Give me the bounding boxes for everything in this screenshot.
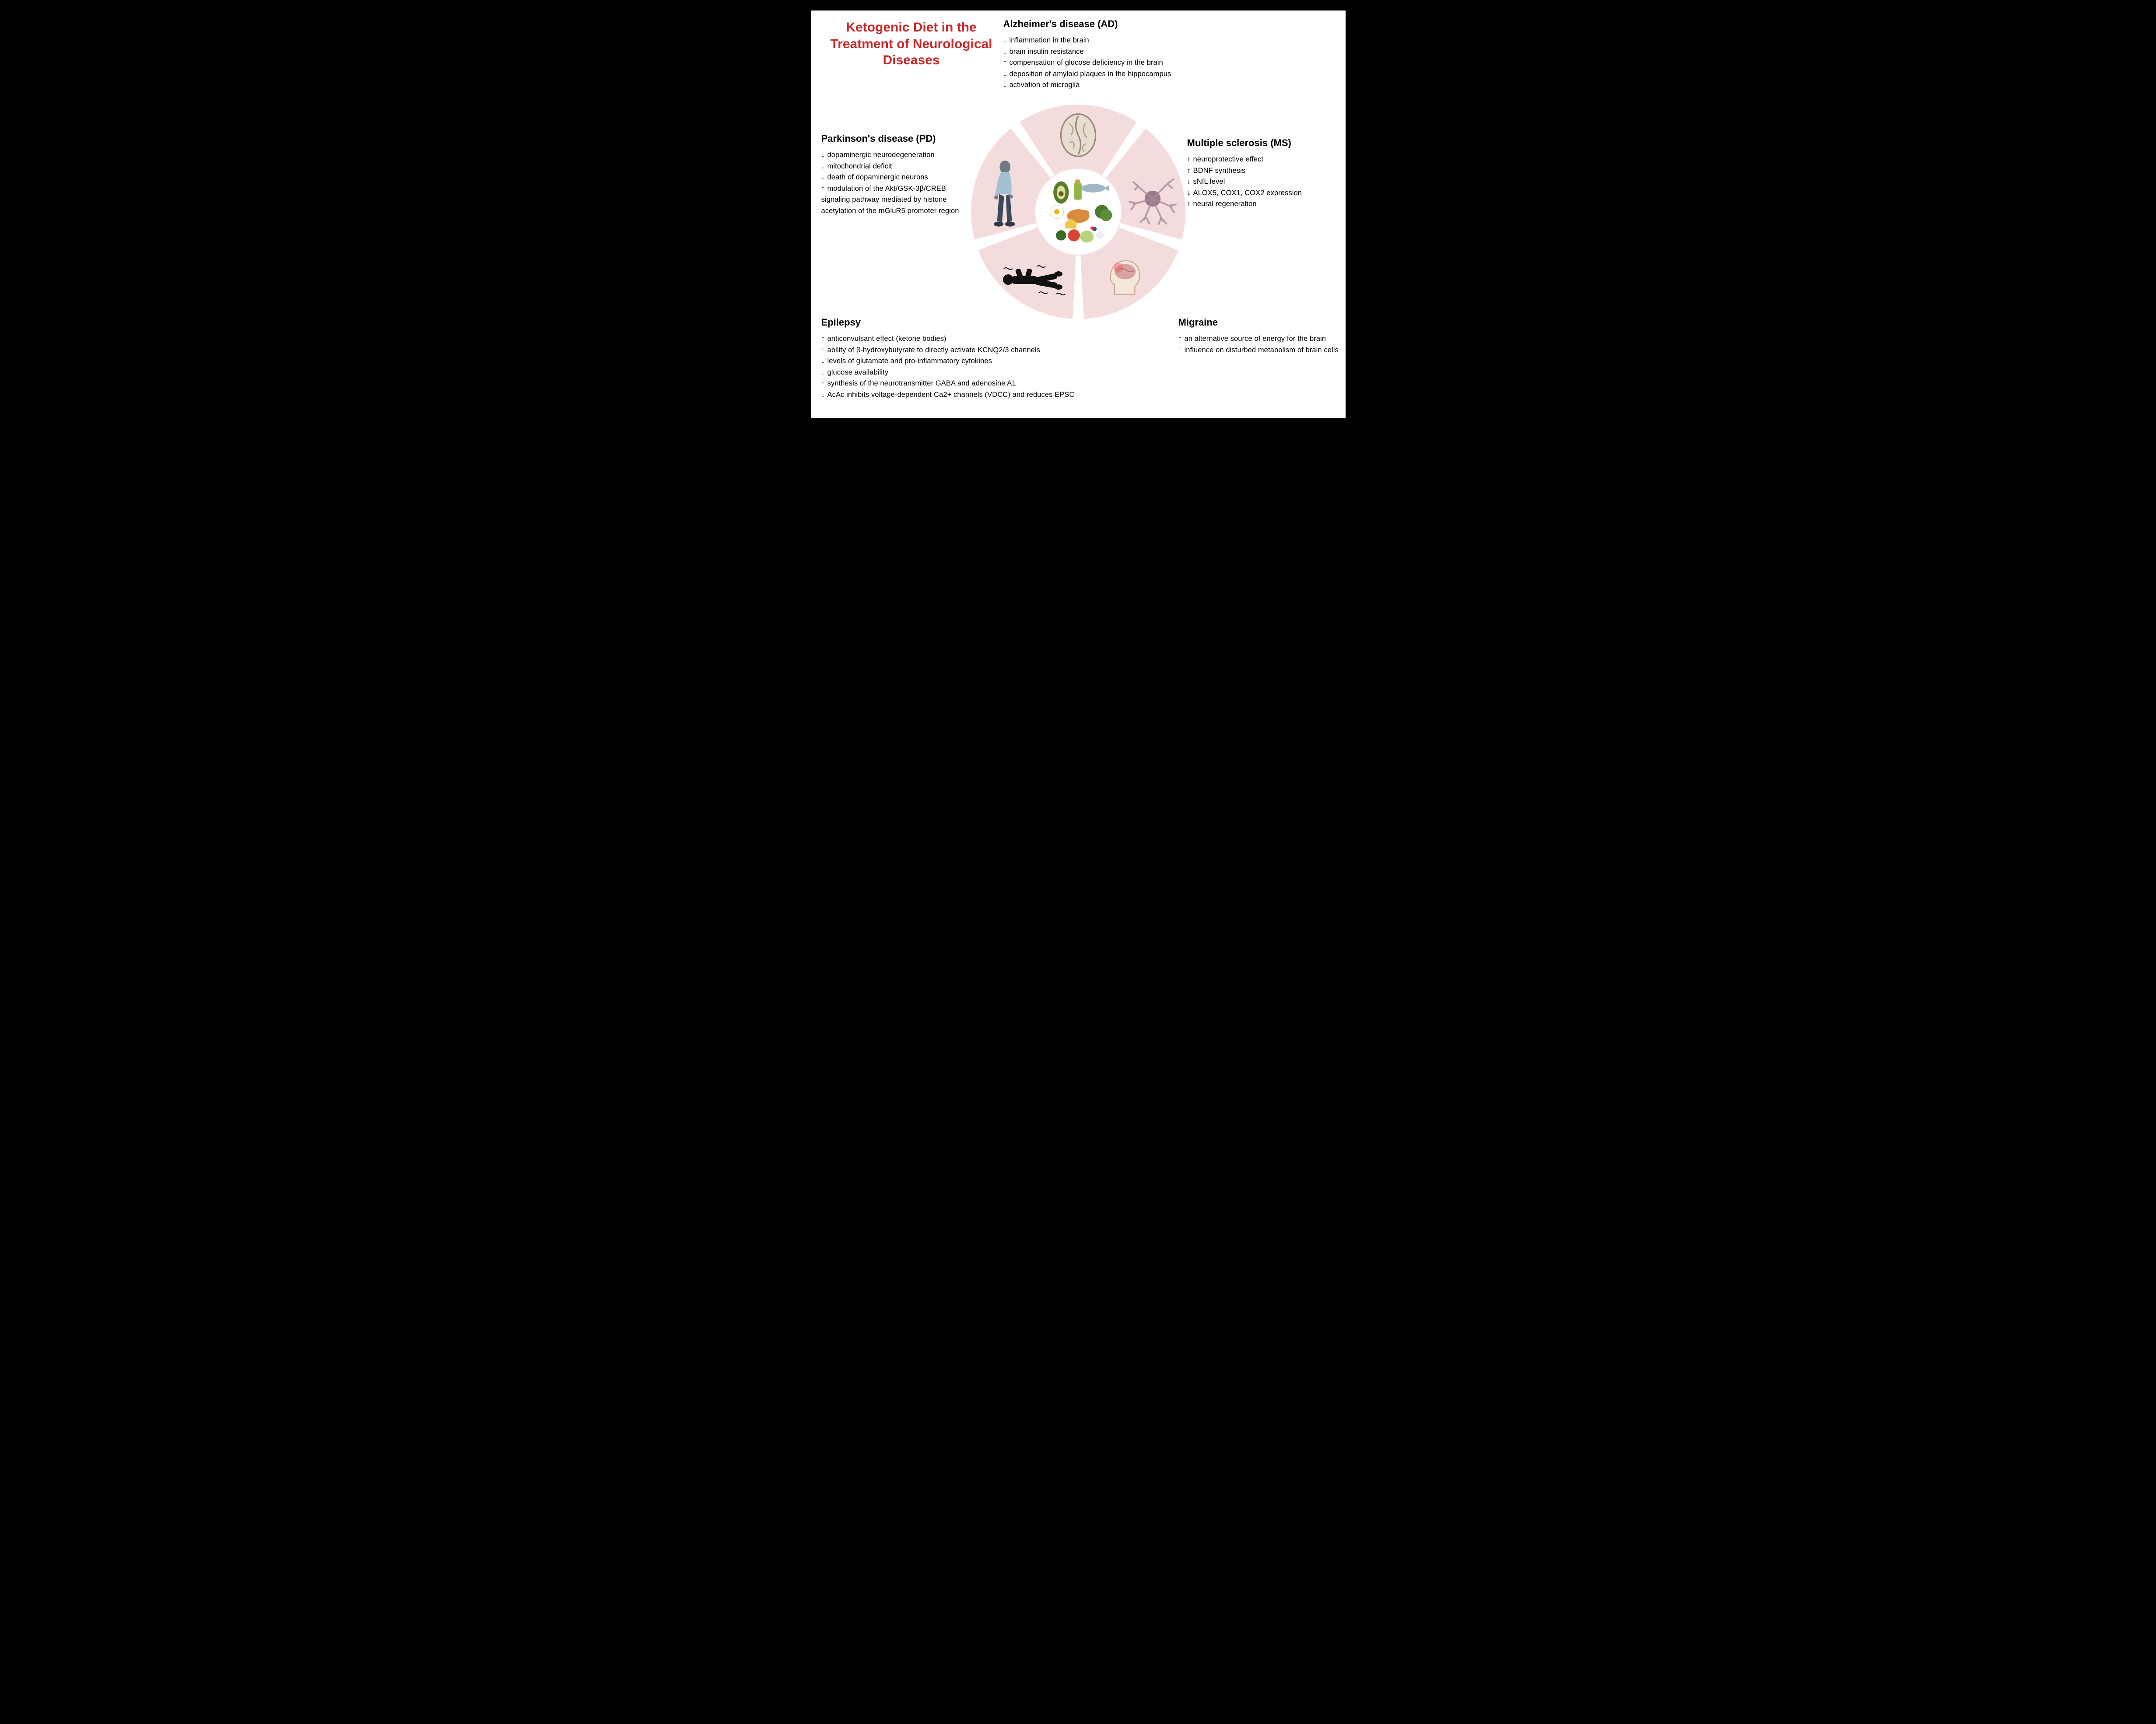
up-arrow-icon: ↑ (1187, 154, 1192, 165)
up-arrow-icon: ↑ (1003, 57, 1009, 69)
list-item: ↑synthesis of the neurotransmitter GABA … (821, 378, 1128, 389)
list-item: ↓ALOX5, COX1, COX2 expression (1187, 188, 1340, 199)
item-text: neuroprotective effect (1193, 155, 1264, 163)
down-arrow-icon: ↓ (1187, 176, 1192, 188)
list-item: ↑an alternative source of energy for the… (1178, 333, 1340, 345)
list-item: ↓levels of glutamate and pro-inflammator… (821, 356, 1128, 367)
down-arrow-icon: ↓ (1187, 188, 1192, 199)
heading-migraine: Migraine (1178, 317, 1340, 328)
down-arrow-icon: ↓ (821, 172, 827, 183)
section-alzheimer: Alzheimer's disease (AD) ↓inflammation i… (1003, 18, 1248, 91)
heading-alzheimer: Alzheimer's disease (AD) (1003, 18, 1248, 30)
list-item: ↓brain insulin resistance (1003, 46, 1248, 58)
item-text: dopaminergic neurodegeneration (827, 151, 935, 159)
down-arrow-icon: ↓ (1003, 80, 1009, 91)
up-arrow-icon: ↑ (1187, 199, 1192, 210)
up-arrow-icon: ↑ (1178, 345, 1184, 356)
item-text: brain insulin resistance (1010, 48, 1084, 56)
list-item: ↓mitochondrial deficit (821, 161, 961, 172)
down-arrow-icon: ↓ (1003, 69, 1009, 80)
item-text: death of dopaminergic neurons (827, 173, 928, 181)
list-migraine: ↑an alternative source of energy for the… (1178, 333, 1340, 356)
item-text: sNfL level (1193, 178, 1225, 186)
list-item: ↑ability of β-hydroxybutyrate to directl… (821, 345, 1128, 356)
up-arrow-icon: ↑ (1178, 333, 1184, 345)
section-epilepsy: Epilepsy ↑anticonvulsant effect (ketone … (821, 317, 1128, 400)
down-arrow-icon: ↓ (821, 150, 827, 161)
list-item: ↓AcAc inhibits voltage-dependent Ca2+ ch… (821, 389, 1128, 401)
up-arrow-icon: ↑ (821, 345, 827, 356)
list-item: ↑anticonvulsant effect (ketone bodies) (821, 333, 1128, 345)
center-food-circle (1034, 168, 1122, 256)
list-item: ↑influence on disturbed metabolism of br… (1178, 345, 1340, 356)
item-text: modulation of the Akt/GSK-3β/CREB signal… (821, 185, 959, 215)
item-text: AcAc inhibits voltage-dependent Ca2+ cha… (827, 391, 1075, 399)
list-epilepsy: ↑anticonvulsant effect (ketone bodies)↑a… (821, 333, 1128, 400)
item-text: influence on disturbed metabolism of bra… (1185, 346, 1339, 354)
list-item: ↓deposition of amyloid plaques in the hi… (1003, 69, 1248, 80)
neuron-icon (1124, 170, 1181, 227)
up-arrow-icon: ↑ (821, 183, 827, 195)
parkinson-man-icon (978, 157, 1034, 236)
down-arrow-icon: ↓ (821, 389, 827, 401)
up-arrow-icon: ↑ (821, 378, 827, 389)
down-arrow-icon: ↓ (1003, 46, 1009, 58)
list-alzheimer: ↓inflammation in the brain↓brain insulin… (1003, 35, 1248, 91)
item-text: levels of glutamate and pro-inflammatory… (827, 357, 992, 365)
up-arrow-icon: ↑ (1187, 165, 1192, 177)
list-item: ↓glucose availability (821, 367, 1128, 378)
list-item: ↑modulation of the Akt/GSK-3β/CREB signa… (821, 183, 961, 217)
item-text: inflammation in the brain (1010, 36, 1089, 44)
central-wheel (969, 102, 1188, 321)
item-text: compensation of glucose deficiency in th… (1010, 59, 1163, 67)
list-ms: ↑neuroprotective effect↑BDNF synthesis↓s… (1187, 154, 1340, 210)
item-text: neural regeneration (1193, 200, 1257, 208)
heading-parkinson: Parkinson's disease (PD) (821, 133, 961, 144)
item-text: anticonvulsant effect (ketone bodies) (827, 335, 947, 343)
brain-slice-icon (1054, 111, 1102, 159)
section-migraine: Migraine ↑an alternative source of energ… (1178, 317, 1340, 356)
section-ms: Multiple sclerosis (MS) ↑neuroprotective… (1187, 137, 1340, 210)
item-text: mitochondrial deficit (827, 162, 892, 170)
list-item: ↑neuroprotective effect (1187, 154, 1340, 165)
infographic-page: Ketogenic Diet in the Treatment of Neuro… (809, 9, 1347, 420)
item-text: glucose availability (827, 368, 889, 376)
item-text: BDNF synthesis (1193, 167, 1246, 175)
list-item: ↓death of dopaminergic neurons (821, 172, 961, 183)
up-arrow-icon: ↑ (821, 333, 827, 345)
head-brain-icon (1100, 253, 1148, 301)
down-arrow-icon: ↓ (821, 356, 827, 367)
item-text: an alternative source of energy for the … (1185, 335, 1326, 343)
down-arrow-icon: ↓ (1003, 35, 1009, 46)
heading-ms: Multiple sclerosis (MS) (1187, 137, 1340, 149)
keto-food-icon (1035, 169, 1121, 255)
list-item: ↑compensation of glucose deficiency in t… (1003, 57, 1248, 69)
list-item: ↓sNfL level (1187, 176, 1340, 188)
list-item: ↓inflammation in the brain (1003, 35, 1248, 46)
heading-epilepsy: Epilepsy (821, 317, 1128, 328)
section-parkinson: Parkinson's disease (PD) ↓dopaminergic n… (821, 133, 961, 217)
item-text: synthesis of the neurotransmitter GABA a… (827, 379, 1016, 387)
list-parkinson: ↓dopaminergic neurodegeneration↓mitochon… (821, 150, 961, 217)
item-text: deposition of amyloid plaques in the hip… (1010, 70, 1171, 78)
item-text: ability of β-hydroxybutyrate to directly… (827, 346, 1041, 354)
list-item: ↑neural regeneration (1187, 199, 1340, 210)
item-text: ALOX5, COX1, COX2 expression (1193, 189, 1302, 197)
seizure-person-icon (995, 251, 1074, 304)
down-arrow-icon: ↓ (821, 367, 827, 378)
list-item: ↑BDNF synthesis (1187, 165, 1340, 177)
list-item: ↓dopaminergic neurodegeneration (821, 150, 961, 161)
main-title: Ketogenic Diet in the Treatment of Neuro… (824, 19, 999, 69)
item-text: activation of microglia (1010, 81, 1080, 89)
list-item: ↓activation of microglia (1003, 80, 1248, 91)
down-arrow-icon: ↓ (821, 161, 827, 172)
